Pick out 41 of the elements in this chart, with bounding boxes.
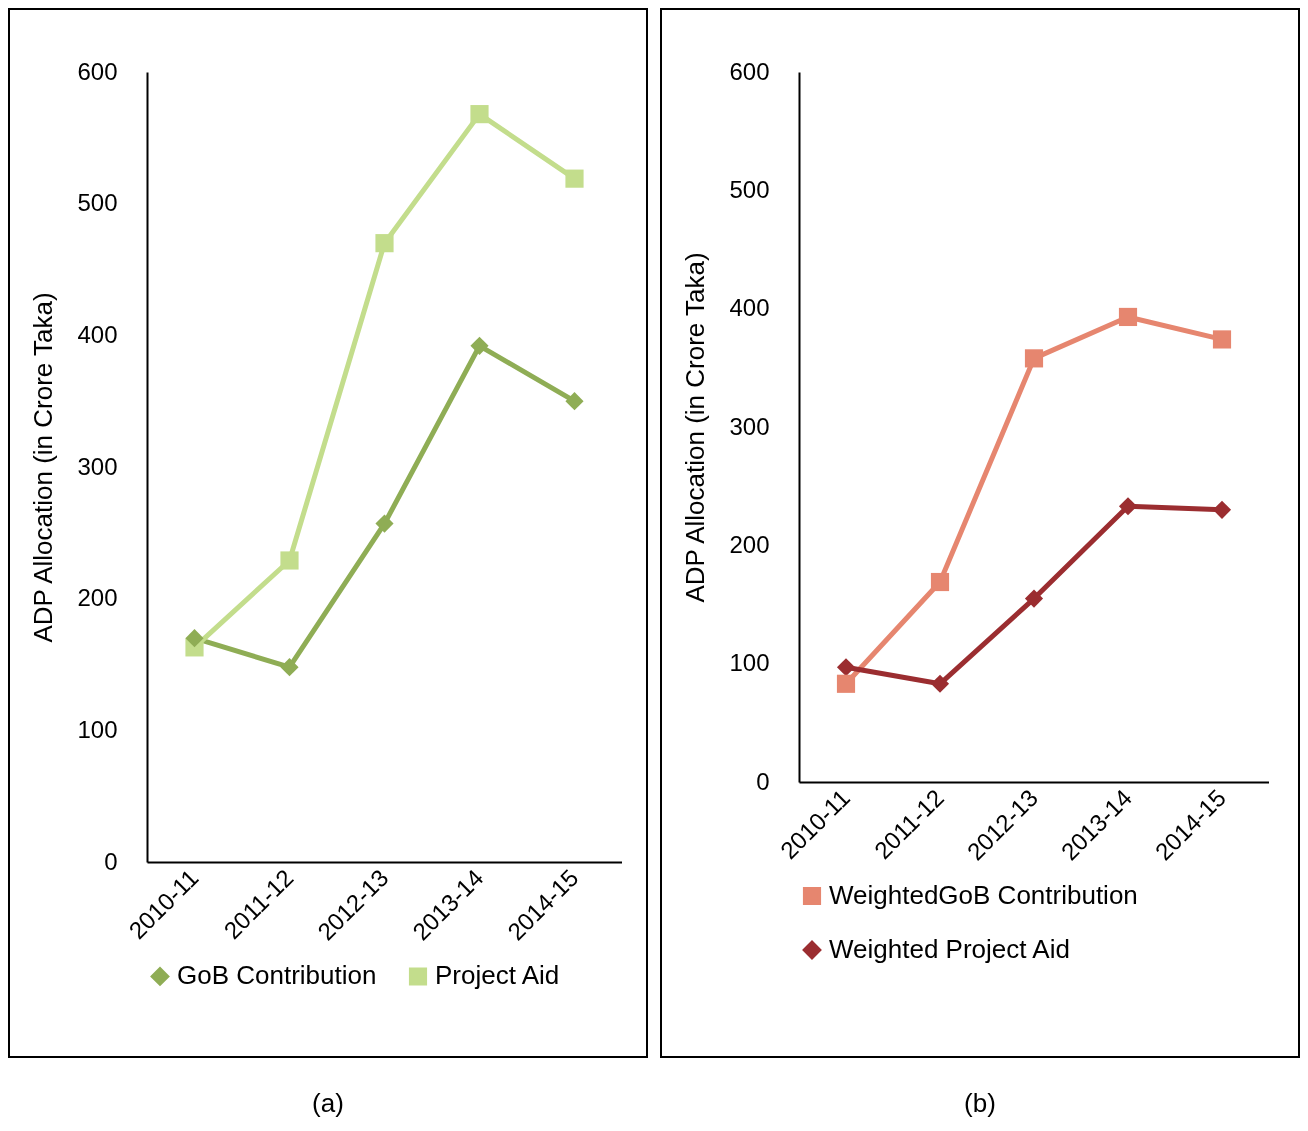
y-tick-label: 300 — [77, 452, 118, 480]
point — [470, 105, 489, 124]
point — [930, 674, 950, 693]
y-tick-label: 600 — [729, 57, 770, 85]
y-tick-label: 0 — [104, 847, 118, 875]
point — [836, 674, 856, 693]
point — [1212, 330, 1232, 349]
point — [930, 572, 950, 592]
y-tick-label: 400 — [77, 320, 118, 348]
point — [565, 169, 584, 188]
y-tick-label: 100 — [77, 715, 118, 743]
point — [1024, 349, 1044, 368]
text: (a) — [311, 1088, 345, 1119]
text: (b) — [963, 1088, 997, 1119]
point — [1118, 497, 1138, 516]
point — [280, 658, 299, 677]
legend-label: WeightedGoB Contribution — [829, 880, 1138, 910]
y-tick-label: 100 — [729, 649, 770, 677]
y-tick-label: 600 — [77, 57, 118, 85]
point — [375, 234, 394, 253]
legend-label: Weighted Project Aid — [829, 934, 1070, 964]
point — [470, 336, 489, 355]
point — [565, 392, 584, 411]
legend-label: Project Aid — [435, 960, 560, 991]
y-tick-label: 500 — [77, 189, 118, 217]
point — [280, 551, 299, 570]
point — [1118, 307, 1138, 327]
point — [836, 658, 856, 677]
point — [1024, 589, 1044, 608]
y-axis-title: ADP Allocation (in Crore Taka) — [680, 252, 711, 603]
y-tick-label: 200 — [729, 530, 770, 558]
point — [375, 514, 394, 533]
y-tick-label: 500 — [729, 175, 770, 203]
y-tick-label: 400 — [729, 294, 770, 322]
y-axis-title: ADP Allocation (in Crore Taka) — [28, 292, 59, 643]
point — [185, 629, 204, 648]
y-tick-label: 0 — [756, 767, 770, 795]
y-tick-label: 200 — [77, 584, 118, 612]
legend-label: GoB Contribution — [177, 960, 377, 991]
point — [1212, 500, 1232, 519]
y-tick-label: 300 — [729, 412, 770, 440]
